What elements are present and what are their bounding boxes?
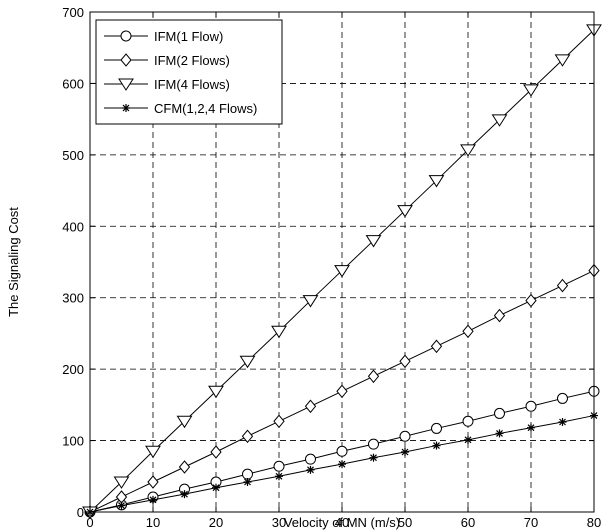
data-point xyxy=(464,436,472,444)
data-point xyxy=(433,442,441,450)
legend-label: CFM(1,2,4 Flows) xyxy=(154,101,257,116)
x-tick-label: 0 xyxy=(86,515,93,530)
y-tick-label: 700 xyxy=(62,5,84,20)
legend-marker xyxy=(121,31,131,41)
x-tick-label: 60 xyxy=(461,515,475,530)
data-point xyxy=(400,431,410,441)
data-point xyxy=(495,408,505,418)
data-point xyxy=(212,484,220,492)
data-point xyxy=(558,393,568,403)
legend-label: IFM(1 Flow) xyxy=(154,29,223,44)
x-tick-label: 10 xyxy=(146,515,160,530)
legend-marker xyxy=(122,104,130,112)
y-tick-label: 500 xyxy=(62,148,84,163)
y-tick-label: 600 xyxy=(62,76,84,91)
data-point xyxy=(306,454,316,464)
data-point xyxy=(275,472,283,480)
data-point xyxy=(463,416,473,426)
legend-label: IFM(4 Flows) xyxy=(154,77,230,92)
data-point xyxy=(274,461,284,471)
x-tick-label: 80 xyxy=(587,515,601,530)
data-point xyxy=(244,478,252,486)
data-point xyxy=(370,454,378,462)
y-tick-label: 400 xyxy=(62,219,84,234)
data-point xyxy=(401,448,409,456)
data-point xyxy=(149,496,157,504)
data-point xyxy=(496,429,504,437)
data-point xyxy=(526,401,536,411)
y-tick-label: 200 xyxy=(62,362,84,377)
data-point xyxy=(337,446,347,456)
data-point xyxy=(527,424,535,432)
data-point xyxy=(369,439,379,449)
data-point xyxy=(118,502,126,510)
y-tick-label: 300 xyxy=(62,291,84,306)
y-axis-title: The Signaling Cost xyxy=(6,207,21,317)
data-point xyxy=(432,423,442,433)
data-point xyxy=(338,460,346,468)
data-point xyxy=(243,469,253,479)
y-tick-label: 0 xyxy=(77,505,84,520)
x-tick-label: 70 xyxy=(524,515,538,530)
x-tick-label: 20 xyxy=(209,515,223,530)
data-point xyxy=(559,418,567,426)
data-point xyxy=(307,466,315,474)
data-point xyxy=(181,490,189,498)
x-axis-title: Velocity of MN (m/s) xyxy=(284,515,400,530)
legend-label: IFM(2 Flows) xyxy=(154,53,230,68)
legend: IFM(1 Flow) IFM(2 Flows) IFM(4 Flows) CFM(1… xyxy=(96,20,282,124)
y-tick-label: 100 xyxy=(62,434,84,449)
